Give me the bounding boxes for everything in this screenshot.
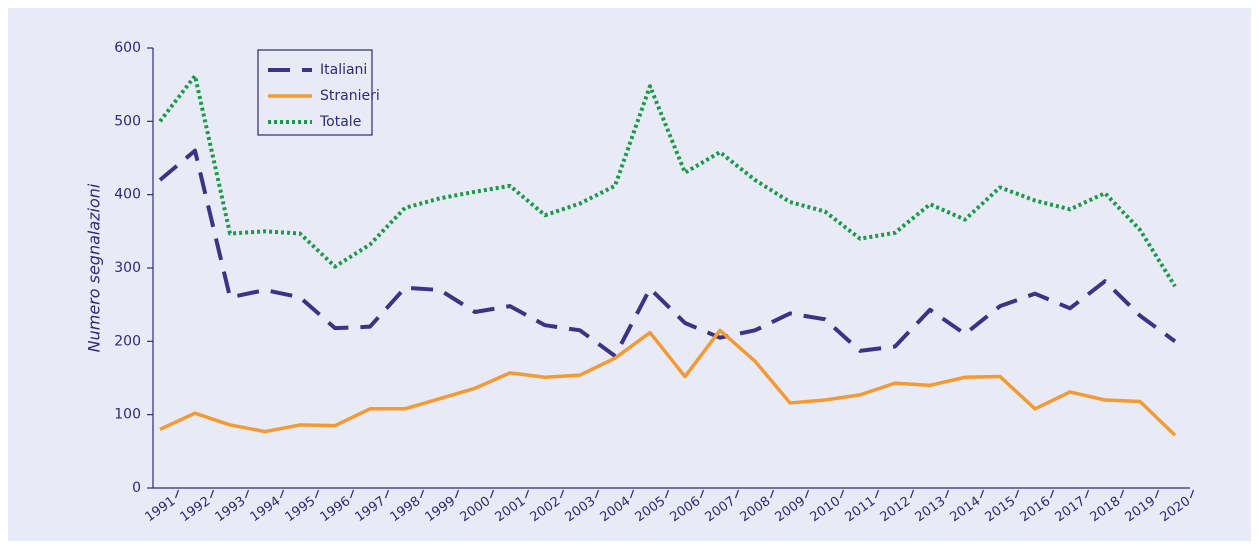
y-tick-label: 0 [132, 480, 141, 496]
x-tick [419, 489, 425, 499]
x-tick [314, 489, 320, 499]
x-tick [209, 489, 215, 499]
x-tick [944, 489, 950, 499]
legend-label: Stranieri [320, 88, 380, 104]
y-tick-label: 500 [114, 113, 141, 129]
x-tick [594, 489, 600, 499]
y-tick-label: 200 [114, 333, 141, 349]
x-tick [524, 489, 530, 499]
x-tick [629, 489, 635, 499]
x-tick [1119, 489, 1125, 499]
line-series [159, 328, 1177, 437]
line-series [158, 148, 1177, 358]
x-tick [279, 489, 285, 499]
x-tick [804, 489, 810, 499]
x-tick [664, 489, 670, 499]
x-tick [1154, 489, 1160, 499]
legend-label: Italiani [320, 62, 367, 78]
y-tick-label: 400 [114, 187, 141, 203]
x-tick [244, 489, 250, 499]
x-tick [909, 489, 915, 499]
x-tick [1014, 489, 1020, 499]
x-tick [489, 489, 495, 499]
x-tick [559, 489, 565, 499]
x-tick [979, 489, 985, 499]
background [8, 8, 1251, 541]
x-tick [769, 489, 775, 499]
legend-label: Totale [319, 114, 361, 130]
x-tick [454, 489, 460, 499]
x-tick [839, 489, 845, 499]
x-tick [1084, 489, 1090, 499]
x-tick [1189, 489, 1195, 499]
x-tick [1049, 489, 1055, 499]
x-tick [699, 489, 705, 499]
x-tick [174, 489, 180, 499]
x-tick [734, 489, 740, 499]
line-series [158, 73, 1177, 288]
y-axis-label: Numero segnalazioni [85, 183, 104, 352]
x-tick [874, 489, 880, 499]
x-tick [349, 489, 355, 499]
y-tick-label: 300 [114, 260, 141, 276]
y-tick-label: 600 [114, 40, 141, 56]
x-tick [384, 489, 390, 499]
y-tick-label: 100 [114, 407, 141, 423]
